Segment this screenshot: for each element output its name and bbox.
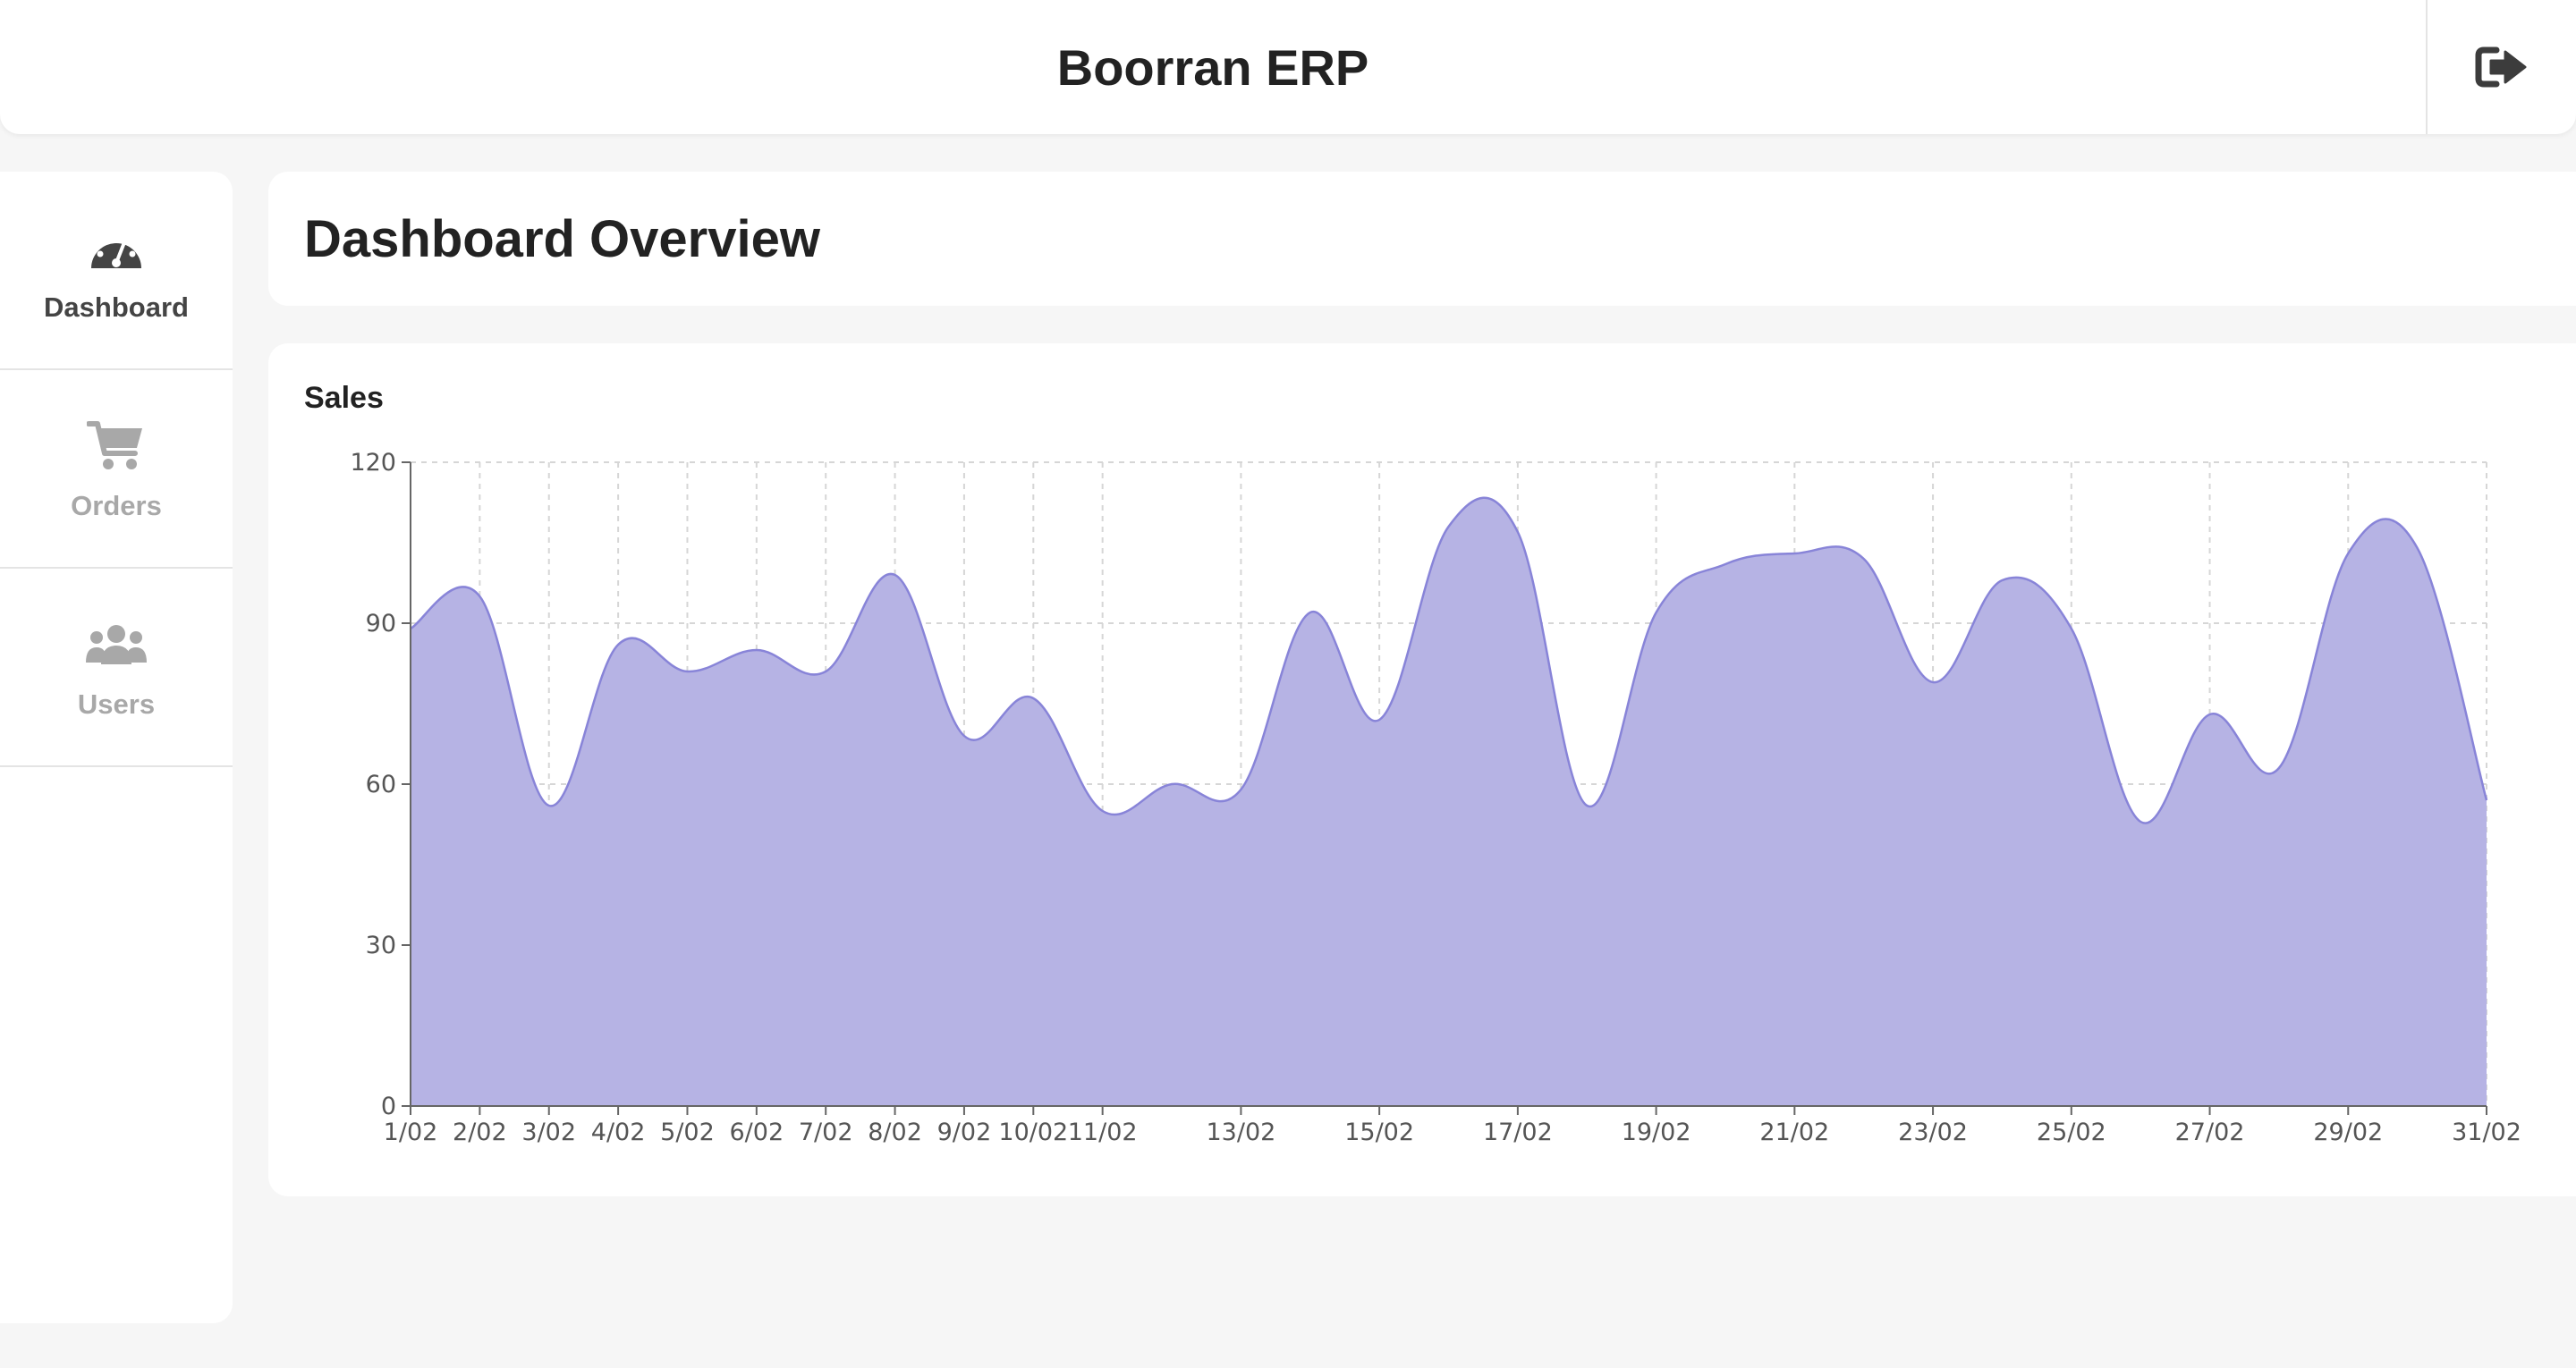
page-title-card: Dashboard Overview <box>268 172 2576 306</box>
y-tick-label: 60 <box>366 771 396 798</box>
x-tick-label: 21/02 <box>1759 1119 1829 1146</box>
sidebar-item-users[interactable]: Users <box>0 569 233 767</box>
sales-line <box>410 496 2488 824</box>
x-tick-label: 13/02 <box>1206 1119 1275 1146</box>
x-tick-label: 2/02 <box>453 1119 507 1146</box>
y-tick-label: 120 <box>350 449 396 477</box>
app-header: Boorran ERP <box>0 0 2576 134</box>
sidebar-item-orders[interactable]: Orders <box>0 370 233 569</box>
x-tick-label: 27/02 <box>2175 1119 2245 1146</box>
x-tick-label: 3/02 <box>521 1119 576 1146</box>
x-tick-label: 11/02 <box>1068 1119 1138 1146</box>
x-tick-label: 8/02 <box>868 1119 922 1146</box>
sidebar-item-label: Dashboard <box>44 291 189 323</box>
x-tick-label: 7/02 <box>799 1119 853 1146</box>
sidebar-item-label: Users <box>77 688 156 720</box>
x-tick-label: 29/02 <box>2313 1119 2383 1146</box>
sign-out-icon <box>2475 46 2527 88</box>
chart-title: Sales <box>304 381 384 415</box>
x-tick-label: 10/02 <box>998 1119 1068 1146</box>
x-tick-label: 15/02 <box>1344 1119 1414 1146</box>
x-tick-label: 1/02 <box>384 1119 438 1146</box>
sidebar: Dashboard Orders Users <box>0 172 233 1323</box>
x-tick-label: 25/02 <box>2037 1119 2106 1146</box>
x-tick-label: 19/02 <box>1622 1119 1691 1146</box>
sales-chart-card: Sales 0 30 60 90 120 1/02 2/02 3/02 4/02 5/02 6/02… <box>268 343 2576 1196</box>
x-tick-label: 5/02 <box>660 1119 715 1146</box>
y-tick-label: 0 <box>381 1093 396 1120</box>
page-title: Dashboard Overview <box>304 209 820 268</box>
users-icon <box>86 625 147 664</box>
sidebar-item-label: Orders <box>71 490 162 521</box>
sidebar-item-dashboard[interactable]: Dashboard <box>0 172 233 370</box>
x-tick-label: 17/02 <box>1483 1119 1553 1146</box>
sales-chart: 0 30 60 90 120 1/02 2/02 3/02 4/02 5/02 6/02 7/02 8/… <box>350 449 2521 1146</box>
tachometer-icon <box>91 230 141 268</box>
x-tick-label: 6/02 <box>730 1119 784 1146</box>
y-tick-label: 30 <box>366 932 396 959</box>
x-tick-label: 23/02 <box>1898 1119 1968 1146</box>
x-tick-label: 31/02 <box>2452 1119 2521 1146</box>
sales-area <box>411 497 2487 1106</box>
y-tick-label: 90 <box>366 610 396 638</box>
logout-button[interactable] <box>2426 0 2576 134</box>
x-tick-label: 4/02 <box>591 1119 646 1146</box>
app-title: Boorran ERP <box>1056 38 1369 96</box>
x-tick-label: 9/02 <box>937 1119 992 1146</box>
shopping-cart-icon <box>87 421 142 469</box>
